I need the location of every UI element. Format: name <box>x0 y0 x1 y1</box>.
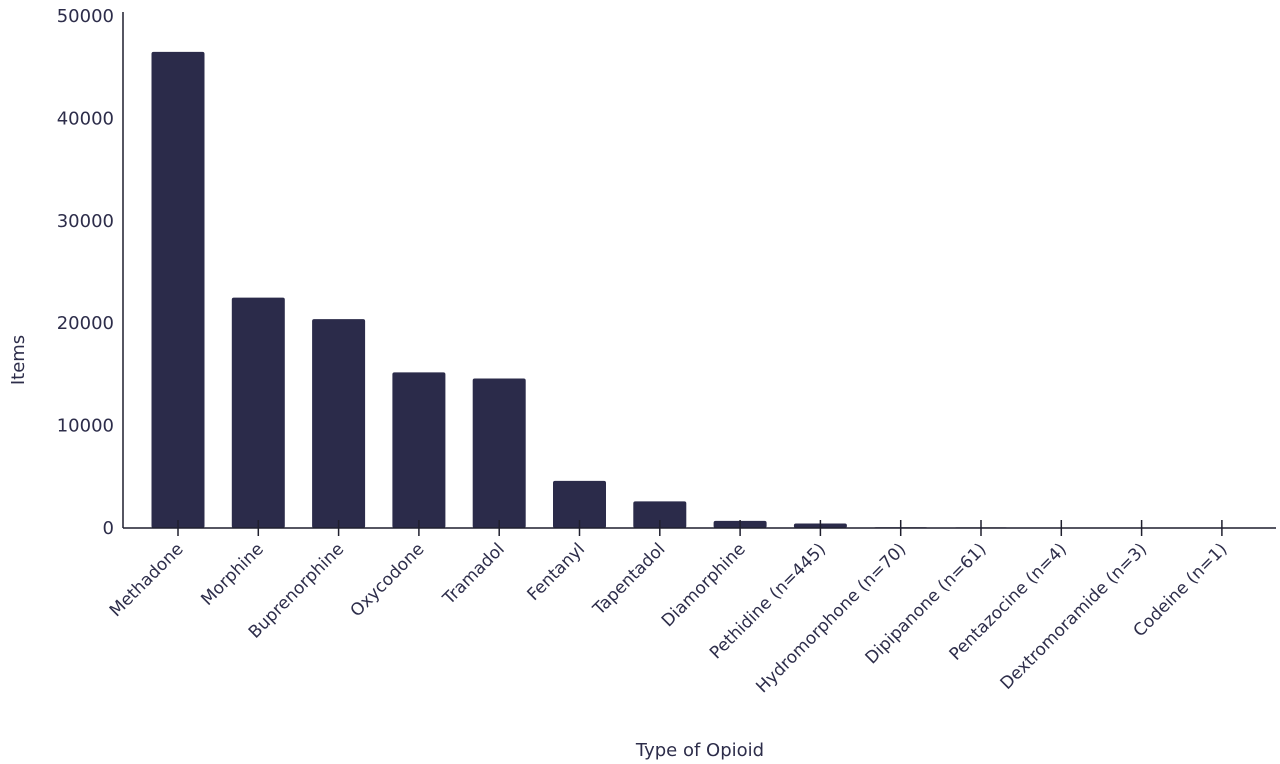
y-tick-label: 50000 <box>57 6 114 27</box>
x-tick-label: Diamorphine <box>658 539 750 631</box>
x-tick-label: Methadone <box>106 539 188 621</box>
x-tick-label: Oxycodone <box>347 539 429 621</box>
x-axis-title: Type of Opioid <box>635 740 764 761</box>
y-tick-label: 20000 <box>57 313 114 334</box>
bar <box>392 372 446 528</box>
y-tick-label: 0 <box>103 518 114 539</box>
x-tick-label: Dextromoramide (n=3) <box>997 539 1151 693</box>
x-tick-label: Fentanyl <box>523 539 589 605</box>
y-tick-label: 30000 <box>57 211 114 232</box>
bar <box>633 501 687 528</box>
bar <box>472 378 526 528</box>
y-tick-label: 10000 <box>57 416 114 437</box>
bars <box>151 51 1249 529</box>
bar <box>151 51 205 529</box>
x-tick-label: Hydromorphone (n=70) <box>752 539 910 697</box>
bar <box>312 319 366 528</box>
x-tick-label: Morphine <box>197 539 267 609</box>
x-tick-label: Tramadol <box>439 539 509 609</box>
bar <box>553 480 606 528</box>
x-tick-label: Tapentadol <box>589 539 670 620</box>
y-tick-label: 40000 <box>57 108 114 129</box>
y-axis: 0 10000 20000 30000 40000 50000 <box>57 6 124 539</box>
y-axis-title: Items <box>8 335 29 385</box>
bar <box>231 297 285 528</box>
